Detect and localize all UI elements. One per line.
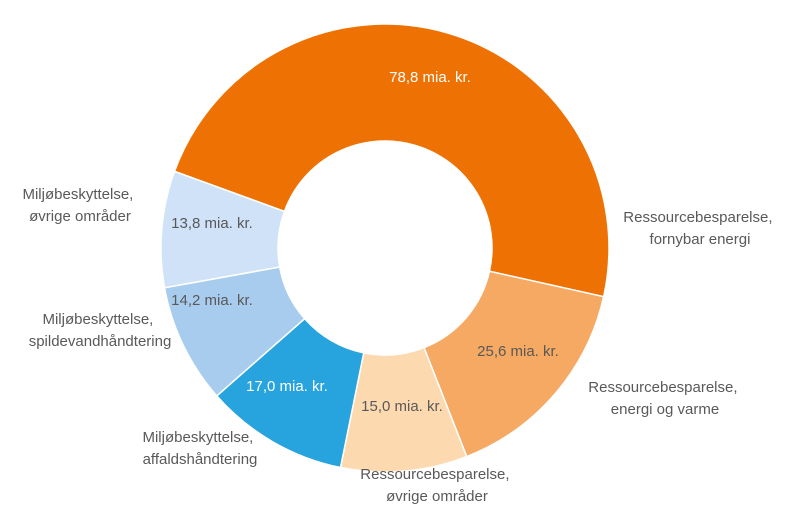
value-label: 14,2 mia. kr. [171, 292, 253, 309]
category-label: Miljøbeskyttelse, spildevandhåndtering [29, 311, 172, 350]
value-label: 78,8 mia. kr. [389, 69, 471, 86]
value-label: 13,8 mia. kr. [171, 215, 253, 232]
category-label: Ressourcebesparelse, fornybar energi [623, 209, 776, 248]
value-label: 15,0 mia. kr. [361, 398, 443, 415]
donut-segment [423, 270, 605, 458]
value-label: 17,0 mia. kr. [246, 378, 328, 395]
donut-segment [173, 23, 610, 298]
donut-segment [160, 170, 286, 289]
category-label: Ressourcebesparelse, øvrige områder [360, 466, 513, 505]
category-label: Miljøbeskyttelse, affaldshåndtering [142, 429, 257, 468]
category-label: Miljøbeskyttelse, øvrige områder [22, 186, 137, 225]
value-label: 25,6 mia. kr. [477, 343, 559, 360]
category-label: Ressourcebesparelse, energi og varme [588, 379, 741, 418]
